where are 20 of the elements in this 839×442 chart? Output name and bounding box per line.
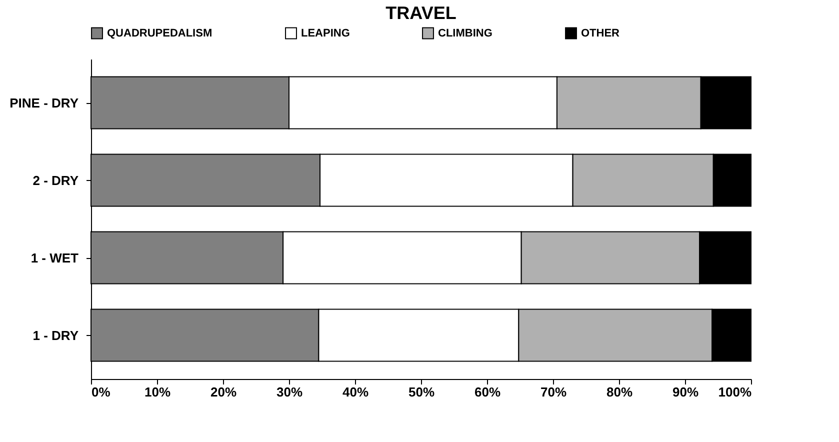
x-tick-label: 10%: [144, 384, 171, 400]
legend-label: OTHER: [581, 27, 620, 40]
legend-label: CLIMBING: [438, 27, 492, 40]
x-tick-label: 60%: [474, 384, 501, 400]
x-tick-label: 20%: [210, 384, 237, 400]
chart-title: TRAVEL: [386, 3, 456, 23]
y-tick-label: PINE - DRY: [10, 95, 79, 110]
x-tick-label: 40%: [342, 384, 369, 400]
x-tick-label: 30%: [276, 384, 303, 400]
legend-label: LEAPING: [301, 27, 350, 40]
x-tick-label: 100%: [718, 384, 752, 400]
x-tick-label: 0%: [92, 384, 111, 400]
x-tick-label: 90%: [672, 384, 699, 400]
y-tick-label: 1 - WET: [30, 250, 79, 266]
y-tick-label: 2 - DRY: [32, 172, 79, 188]
y-tick-label: 1 - DRY: [32, 328, 79, 343]
x-tick-label: 80%: [606, 384, 633, 400]
legend-label: QUADRUPEDALISM: [107, 27, 212, 40]
x-tick-label: 50%: [408, 384, 435, 400]
x-tick-label: 70%: [540, 384, 567, 400]
